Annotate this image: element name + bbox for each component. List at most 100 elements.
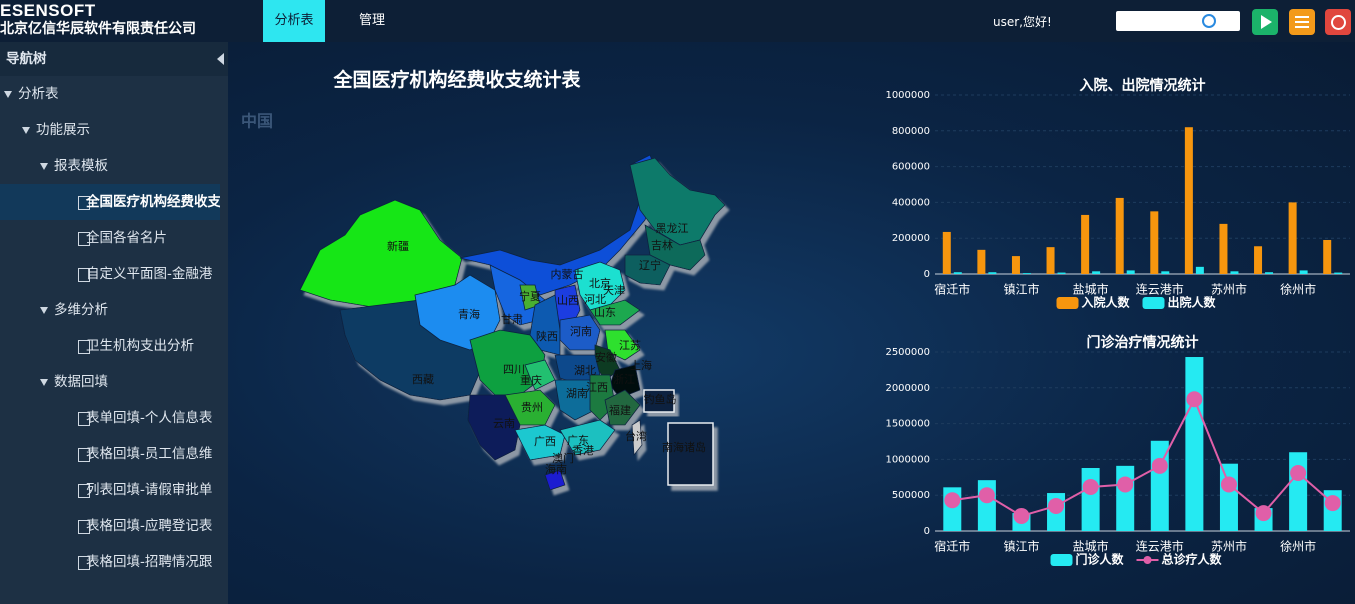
tree-item[interactable]: 列表回填-请假审批单 — [0, 472, 220, 508]
bar — [1184, 127, 1193, 274]
tree-item[interactable]: 数据回填 — [0, 364, 220, 400]
expand-icon — [4, 91, 12, 98]
province[interactable] — [559, 419, 616, 456]
province[interactable] — [604, 389, 641, 426]
line-marker — [1290, 465, 1307, 482]
province[interactable] — [589, 299, 641, 326]
tree-item[interactable]: 表单回填-个人信息表 — [0, 400, 220, 436]
province-label: 四川 — [503, 363, 525, 376]
province-label: 西藏 — [412, 373, 434, 386]
province-label: 河北 — [584, 293, 606, 306]
province[interactable] — [604, 329, 641, 361]
tree-label: 卫生机构支出分析 — [86, 338, 194, 354]
province-label: 云南 — [493, 417, 515, 430]
tab[interactable]: 分析表 — [263, 0, 325, 42]
x-tick-label: 苏州市 — [1211, 539, 1247, 554]
tree-label: 表单回填-个人信息表 — [86, 410, 213, 426]
bar — [1046, 247, 1055, 274]
province[interactable] — [467, 394, 521, 461]
province[interactable] — [631, 419, 643, 457]
tab[interactable]: 管理 — [358, 13, 385, 28]
province-label: 澳门 — [552, 451, 574, 465]
tree-item[interactable]: 全国医疗机构经费收支 — [0, 184, 220, 220]
legend-label: 出院人数 — [1168, 295, 1217, 310]
province[interactable] — [299, 199, 463, 311]
province[interactable] — [624, 254, 671, 286]
bar — [977, 249, 986, 274]
province-label: 台湾 — [625, 429, 647, 443]
tree-item[interactable]: 全国各省名片 — [0, 220, 220, 256]
tree-item[interactable]: 表格回填-招聘情况跟 — [0, 544, 220, 580]
tree-item[interactable]: 功能展示 — [0, 112, 220, 148]
province[interactable] — [544, 469, 566, 491]
province-label: 宁夏 — [519, 289, 541, 303]
tree-label: 自定义平面图-金融港 — [86, 266, 213, 282]
tree-item[interactable]: 多维分析 — [0, 292, 220, 328]
line-marker — [1186, 391, 1203, 408]
province-label: 安徽 — [595, 350, 617, 364]
province-label: 甘肃 — [501, 313, 523, 326]
province-label: 浙江 — [613, 373, 635, 386]
tree-label: 分析表 — [18, 86, 59, 102]
province[interactable] — [554, 379, 596, 421]
province[interactable] — [414, 274, 501, 351]
power-button[interactable] — [1325, 9, 1351, 35]
tree-item[interactable]: 卫生机构支出分析 — [0, 328, 220, 364]
bar — [1288, 202, 1297, 274]
bar — [988, 272, 997, 274]
bar — [1092, 271, 1101, 274]
line-marker — [1048, 497, 1065, 514]
province[interactable] — [629, 157, 726, 246]
province-label: 河南 — [570, 325, 592, 338]
line-marker — [1013, 507, 1030, 524]
tree-item[interactable]: 报表模板 — [0, 148, 220, 184]
y-tick-label: 1500000 — [885, 419, 930, 430]
map-region: 中国 — [241, 112, 273, 131]
x-tick-label: 盐城市 — [1073, 282, 1109, 297]
province-label: 青海 — [458, 307, 480, 321]
map-title: 全国医疗机构经费收支统计表 — [332, 68, 581, 91]
bar — [953, 272, 962, 274]
province[interactable] — [574, 261, 626, 311]
tree-item[interactable]: 表格回填-员工信息维 — [0, 436, 220, 472]
province-label: 山东 — [594, 306, 616, 319]
tree-item[interactable]: 分析表 — [0, 76, 220, 112]
expand-icon — [22, 127, 30, 134]
tree-item[interactable]: 表格回填-应聘登记表 — [0, 508, 220, 544]
sidebar-title-text: 导航树 — [6, 51, 47, 67]
play-button[interactable] — [1252, 9, 1278, 35]
inset-box — [643, 389, 675, 413]
province[interactable] — [489, 264, 546, 326]
bar — [1081, 214, 1090, 274]
province-label: 钓鱼岛 — [644, 392, 677, 406]
bar — [1323, 239, 1332, 274]
bar — [1115, 197, 1124, 274]
x-tick-label: 连云港市 — [1136, 539, 1184, 554]
menu-button[interactable] — [1289, 9, 1315, 35]
x-tick-label: 徐州市 — [1280, 539, 1316, 554]
chart-title: 入院、出院情况统计 — [1080, 77, 1206, 94]
sidebar: 导航树 分析表功能展示 报表模板 全国医疗机构经费收支 全国各省名片自定义平面图-金融… — [0, 42, 228, 604]
search-box[interactable] — [1116, 11, 1240, 31]
expand-icon — [40, 379, 48, 386]
expand-icon — [40, 307, 48, 314]
tree-label: 表格回填-招聘情况跟 — [86, 554, 213, 570]
x-tick-label: 苏州市 — [1211, 282, 1247, 297]
tree-item[interactable]: 自定义平面图-金融港 — [0, 256, 220, 292]
province-label: 福建 — [609, 403, 631, 417]
tree-label: 数据回填 — [54, 374, 108, 390]
line-marker — [1324, 495, 1341, 512]
user-greeting: user,您好! — [993, 15, 1052, 29]
line — [952, 396, 1334, 518]
tree-label: 表格回填-员工信息维 — [86, 446, 213, 462]
province[interactable] — [514, 424, 566, 461]
province-label: 广西 — [534, 435, 556, 448]
report-icon — [78, 556, 90, 570]
legend-label: 入院人数 — [1082, 295, 1131, 310]
y-tick-label: 1000000 — [885, 90, 930, 101]
legend-label: 门诊人数 — [1076, 552, 1125, 567]
report-icon — [78, 520, 90, 534]
logo: ESENSOFT — [0, 1, 96, 20]
bar — [1185, 357, 1204, 531]
